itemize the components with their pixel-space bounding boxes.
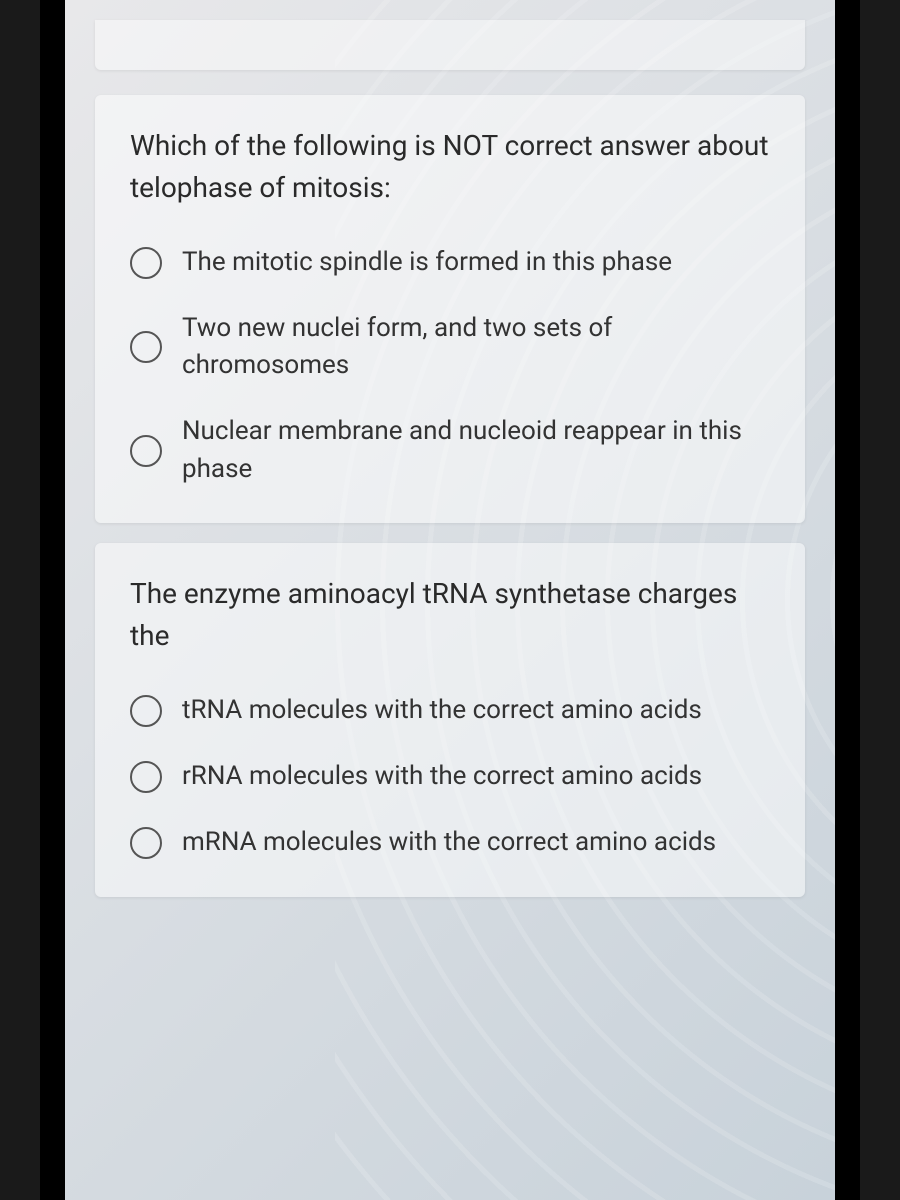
radio-icon[interactable]: [130, 695, 162, 727]
option-label: Nuclear membrane and nucleoid reappear i…: [182, 413, 770, 488]
option-row[interactable]: The mitotic spindle is formed in this ph…: [130, 244, 770, 282]
option-row[interactable]: tRNA molecules with the correct amino ac…: [130, 692, 770, 730]
option-label: The mitotic spindle is formed in this ph…: [182, 244, 672, 282]
radio-icon[interactable]: [130, 761, 162, 793]
partial-card-top: [95, 20, 805, 70]
screen: Which of the following is NOT correct an…: [65, 0, 835, 1200]
option-row[interactable]: Two new nuclei form, and two sets of chr…: [130, 310, 770, 385]
option-row[interactable]: rRNA molecules with the correct amino ac…: [130, 758, 770, 796]
question-card-2: The enzyme aminoacyl tRNA synthetase cha…: [95, 543, 805, 896]
radio-icon[interactable]: [130, 331, 162, 363]
option-label: rRNA molecules with the correct amino ac…: [182, 758, 702, 796]
option-label: tRNA molecules with the correct amino ac…: [182, 692, 702, 730]
option-row[interactable]: mRNA molecules with the correct amino ac…: [130, 824, 770, 862]
question-prompt: The enzyme aminoacyl tRNA synthetase cha…: [130, 573, 770, 657]
radio-icon[interactable]: [130, 247, 162, 279]
phone-frame: Which of the following is NOT correct an…: [40, 0, 860, 1200]
radio-icon[interactable]: [130, 827, 162, 859]
content-area: Which of the following is NOT correct an…: [65, 0, 835, 1200]
question-card-1: Which of the following is NOT correct an…: [95, 95, 805, 523]
question-prompt: Which of the following is NOT correct an…: [130, 125, 770, 209]
option-label: mRNA molecules with the correct amino ac…: [182, 824, 716, 862]
option-label: Two new nuclei form, and two sets of chr…: [182, 310, 770, 385]
radio-icon[interactable]: [130, 435, 162, 467]
option-row[interactable]: Nuclear membrane and nucleoid reappear i…: [130, 413, 770, 488]
